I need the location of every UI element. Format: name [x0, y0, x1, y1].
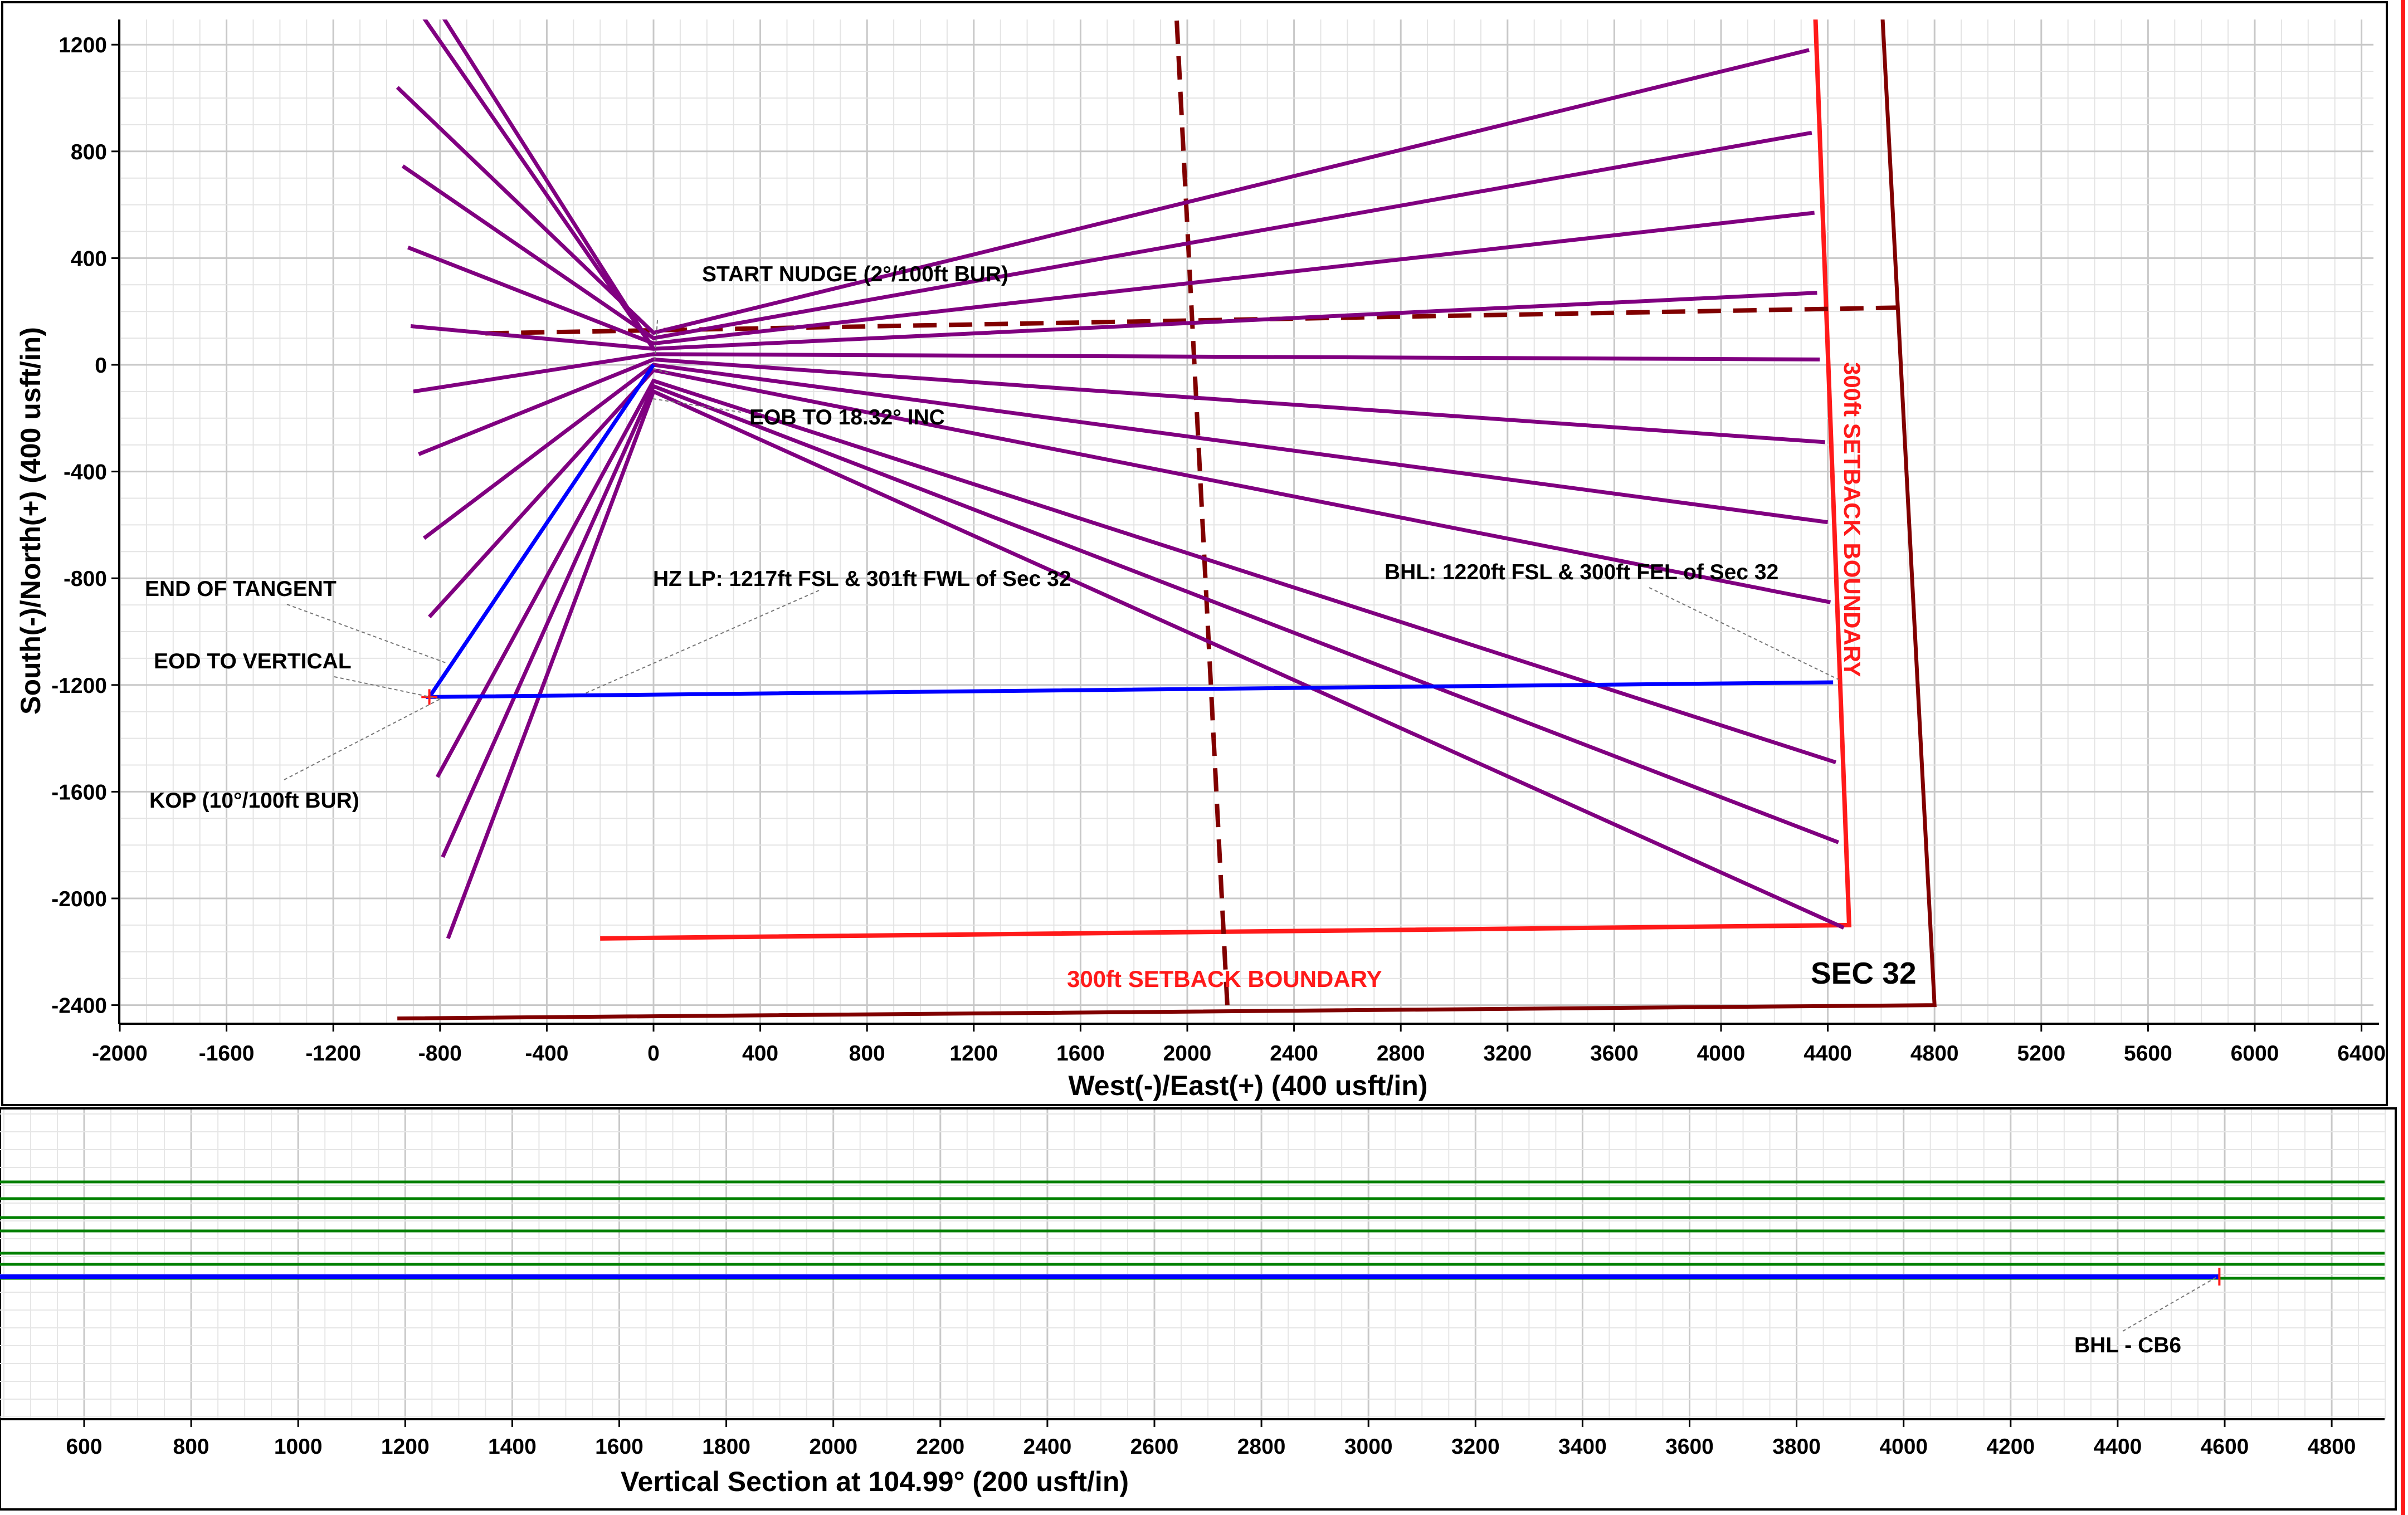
x-tick-label: 1200 [949, 1042, 998, 1066]
annotation-leaders [284, 320, 2218, 1332]
x-tick-label: 0 [647, 1042, 660, 1066]
x-tick-label: 6000 [2231, 1042, 2279, 1066]
annotation-bhl-cb6: BHL - CB6 [2074, 1333, 2181, 1357]
offset-well-path [422, 19, 655, 350]
y-tick-label: -1600 [51, 780, 107, 804]
section-x-tick-label: 3400 [1558, 1435, 1607, 1459]
section-x-tick-label: 4400 [2094, 1435, 2142, 1459]
offset-well-path [441, 383, 1840, 858]
section-x-tick-label: 800 [173, 1435, 209, 1459]
x-tick-label: 1600 [1056, 1042, 1105, 1066]
offset-well-path [396, 48, 1810, 335]
annotation-kop: KOP (10°/100ft BUR) [149, 789, 359, 813]
section-x-tick-label: 3600 [1665, 1435, 1714, 1459]
section-x-tick-label: 1600 [595, 1435, 644, 1459]
x-tick-label: -800 [418, 1042, 462, 1066]
plan-view-series [396, 19, 1937, 1021]
offset-well-path [435, 378, 1837, 778]
offset-well-path [418, 357, 1826, 456]
offset-well-path [446, 389, 1845, 940]
setback-label-horizontal: 300ft SETBACK BOUNDARY [1067, 966, 1382, 992]
x-tick-label: 2800 [1377, 1042, 1425, 1066]
x-tick-label: 5200 [2017, 1042, 2065, 1066]
x-tick-label: -400 [525, 1042, 568, 1066]
section-x-tick-label: 3200 [1451, 1435, 1500, 1459]
offset-well-path [413, 352, 1820, 394]
y-tick-label: 400 [71, 247, 107, 271]
annotation-bhl: BHL: 1220ft FSL & 300ft FEL of Sec 32 [1385, 560, 1778, 584]
section-view-series [0, 1180, 2385, 1286]
annotation-hz-lp: HZ LP: 1217ft FSL & 301ft FWL of Sec 32 [653, 567, 1071, 591]
section-x-axis-title: Vertical Section at 104.99° (200 usft/in… [621, 1466, 1129, 1497]
quarter-line-ns [1174, 19, 1230, 1005]
section-x-tick-label: 4000 [1879, 1435, 1928, 1459]
y-tick-label: 800 [71, 140, 107, 164]
x-tick-label: 6400 [2337, 1042, 2386, 1066]
y-tick-label: -2000 [51, 887, 107, 911]
x-tick-label: 3200 [1483, 1042, 1532, 1066]
x-tick-label: -1200 [305, 1042, 361, 1066]
section-view-frame [0, 1107, 2397, 1511]
section-x-tick-label: 1400 [488, 1435, 537, 1459]
x-tick-label: 4000 [1697, 1042, 1746, 1066]
offset-well-path [428, 368, 1831, 619]
y-tick-label: -400 [64, 461, 107, 485]
x-tick-label: 800 [849, 1042, 885, 1066]
offset-well-path [401, 130, 1812, 340]
section-x-tick-label: 4600 [2201, 1435, 2249, 1459]
section-x-tick-label: 2000 [809, 1435, 857, 1459]
x-tick-label: -2000 [92, 1042, 148, 1066]
section-x-tick-label: 3000 [1344, 1435, 1393, 1459]
section-x-tick-label: 1800 [702, 1435, 750, 1459]
x-tick-label: 2400 [1270, 1042, 1318, 1066]
section-x-tick-label: 2400 [1023, 1435, 1072, 1459]
y-tick-label: -800 [64, 567, 107, 591]
section-x-tick-label: 1000 [274, 1435, 323, 1459]
x-tick-label: 5600 [2124, 1042, 2172, 1066]
section-label: SEC 32 [1811, 956, 1917, 990]
annotation-start-nudge: START NUDGE (2°/100ft BUR) [702, 262, 1008, 286]
offset-well-path [442, 19, 655, 350]
section-x-tick-label: 4200 [1986, 1435, 2035, 1459]
annotation-eob: EOB TO 18.32° INC [749, 405, 945, 429]
offset-well-path [407, 211, 1815, 346]
section-x-tick-label: 600 [66, 1435, 102, 1459]
section-x-tick-label: 2200 [916, 1435, 964, 1459]
x-tick-label: 400 [742, 1042, 778, 1066]
section-x-tick-label: 1200 [381, 1435, 430, 1459]
x-tick-label: 2000 [1163, 1042, 1212, 1066]
x-axis-title: West(-)/East(+) (400 usft/in) [1069, 1070, 1428, 1101]
y-tick-label: -1200 [51, 674, 107, 698]
section-x-tick-label: 3800 [1772, 1435, 1821, 1459]
x-tick-label: -1600 [199, 1042, 255, 1066]
x-tick-label: 4800 [1910, 1042, 1959, 1066]
section-x-tick-label: 2600 [1130, 1435, 1179, 1459]
x-tick-label: 3600 [1590, 1042, 1639, 1066]
x-tick-label: 4400 [1803, 1042, 1852, 1066]
setback-label-vertical: 300ft SETBACK BOUNDARY [1839, 362, 1865, 677]
y-tick-label: 0 [95, 354, 107, 378]
quarter-line-ew [485, 305, 1908, 336]
y-axis-title: South(-)/North(+) (400 usft/in) [15, 327, 46, 715]
section-x-tick-label: 4800 [2308, 1435, 2356, 1459]
section-x-tick-label: 2800 [1237, 1435, 1286, 1459]
annotation-eod-vertical: EOD TO VERTICAL [154, 649, 352, 673]
y-tick-label: -2400 [51, 994, 107, 1018]
annotation-end-of-tangent: END OF TANGENT [145, 577, 337, 601]
y-tick-label: 1200 [59, 33, 107, 57]
section-boundary-line [397, 19, 1937, 1021]
